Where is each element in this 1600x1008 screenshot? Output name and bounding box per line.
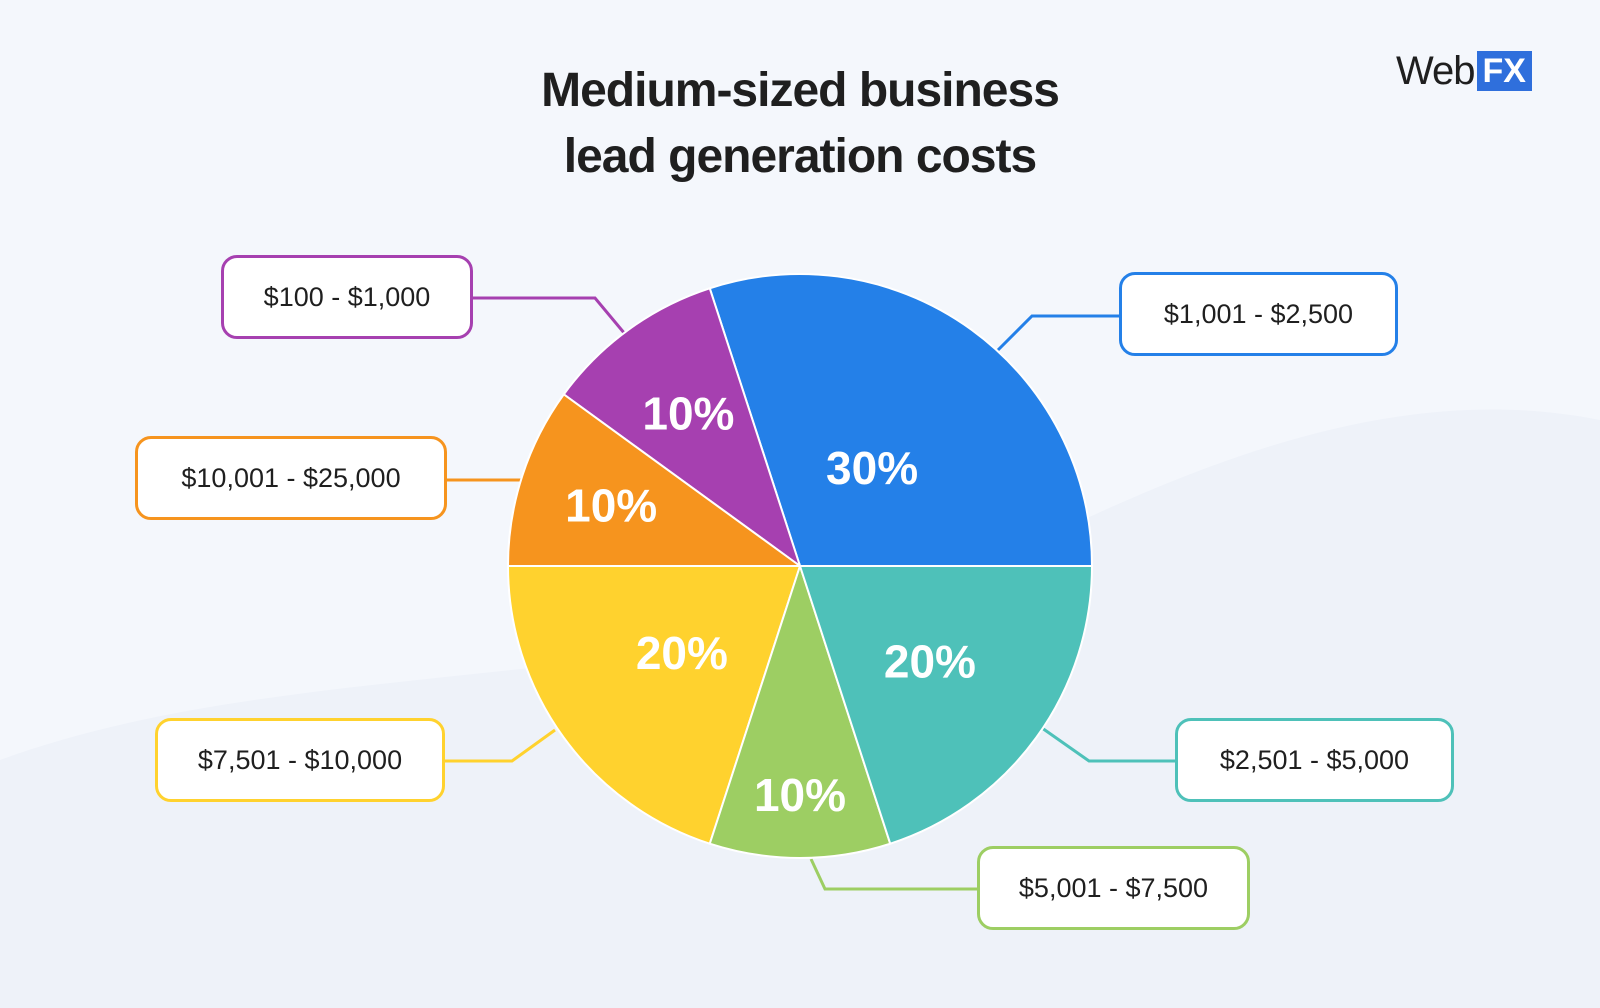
- connector-line: [473, 296, 627, 335]
- slice-percent-label: 10%: [642, 387, 734, 439]
- slice-percent-label: 10%: [565, 480, 657, 532]
- pie-slice: [708, 273, 1094, 567]
- legend-label: $2,501 - $5,000: [1175, 718, 1454, 802]
- connector-lines: [445, 296, 1175, 891]
- pie-slices: [506, 273, 1094, 859]
- connector-line: [445, 728, 556, 763]
- slice-percent-label: 10%: [754, 769, 846, 821]
- pie-slice: [562, 287, 802, 569]
- logo-fx-text: FX: [1476, 51, 1532, 91]
- chart-title-line-1: Medium-sized business: [541, 64, 1060, 117]
- chart-title: Medium-sized business lead generation co…: [400, 58, 1200, 190]
- webfx-logo: Web FX: [1396, 48, 1532, 93]
- legend-label: $100 - $1,000: [221, 255, 473, 339]
- connector-line: [996, 314, 1119, 352]
- slice-percent-label: 30%: [826, 442, 918, 494]
- pie-slice: [506, 565, 802, 845]
- legend-label: $10,001 - $25,000: [135, 436, 447, 520]
- pie-slice: [506, 392, 804, 567]
- legend-label: $7,501 - $10,000: [155, 718, 445, 802]
- connector-line: [809, 858, 977, 891]
- pie-slice: [798, 565, 1094, 845]
- slice-percent-label: 20%: [884, 635, 976, 687]
- chart-title-line-2: lead generation costs: [563, 130, 1037, 183]
- pie-slice: [708, 562, 892, 859]
- percent-labels: 30% 10% 10% 20% 10% 20%: [565, 387, 976, 820]
- legend-label: $5,001 - $7,500: [977, 846, 1250, 930]
- logo-web-text: Web: [1396, 48, 1476, 93]
- connector-line: [1041, 726, 1175, 763]
- legend-label: $1,001 - $2,500: [1119, 272, 1398, 356]
- slice-percent-label: 20%: [636, 627, 728, 679]
